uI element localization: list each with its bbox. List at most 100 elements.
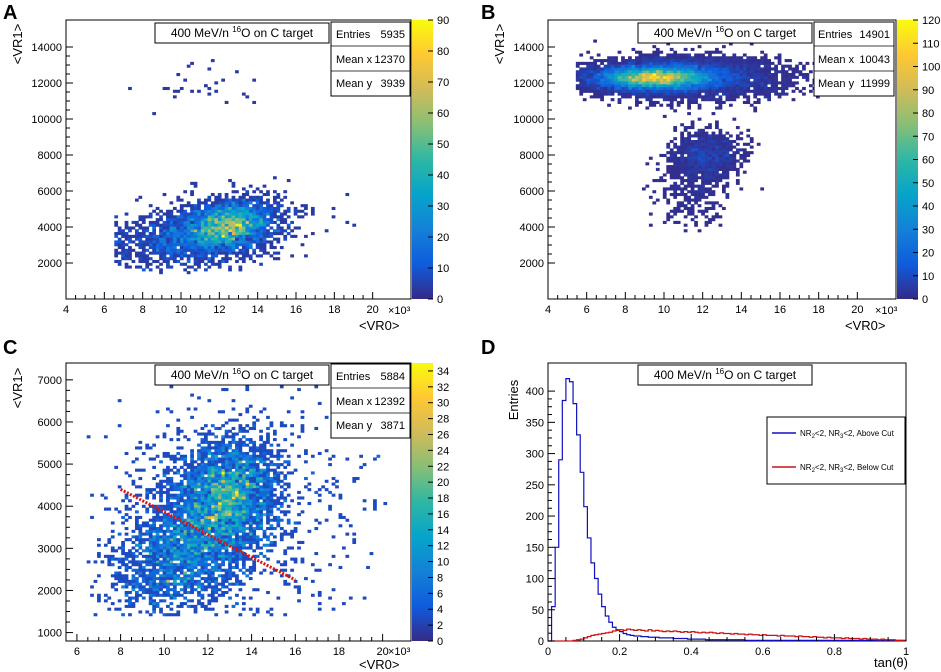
heatmap-cell: [179, 243, 184, 247]
heatmap-cell: [238, 429, 243, 433]
heatmap-cell: [635, 92, 639, 96]
heatmap-cell: [121, 521, 125, 525]
heatmap-cell: [235, 206, 239, 211]
heatmap-cell: [708, 187, 712, 191]
heatmap-cell: [169, 538, 174, 542]
heatmap-cell: [269, 482, 274, 486]
heatmap-cell: [770, 61, 775, 65]
heatmap-cell: [690, 86, 695, 91]
heatmap-cell: [687, 59, 691, 63]
heatmap-cell: [193, 543, 198, 547]
heatmap-cell: [259, 212, 263, 216]
heatmap-cell: [259, 229, 263, 233]
heatmap-cell: [207, 465, 212, 469]
heatmap-cell: [669, 173, 674, 177]
heatmap-cell: [255, 229, 260, 233]
heatmap-cell: [110, 549, 115, 553]
heatmap-cell: [159, 579, 163, 583]
heatmap-cell: [259, 510, 263, 514]
heatmap-cell: [221, 471, 225, 475]
heatmap-cell: [197, 226, 201, 230]
heatmap-cell: [186, 64, 191, 68]
heatmap-cell: [224, 451, 229, 456]
heatmap-cell: [221, 449, 225, 453]
heatmap-cell: [121, 579, 125, 583]
heatmap-cell: [152, 245, 156, 250]
heatmap-cell: [648, 212, 653, 216]
heatmap-cell: [241, 529, 246, 533]
heatmap-cell: [697, 64, 702, 68]
x-tick-label: 10: [658, 304, 670, 316]
heatmap-cell: [711, 50, 716, 54]
heatmap-cell: [193, 465, 198, 469]
heatmap-cell: [718, 61, 723, 65]
heatmap-cell: [155, 557, 160, 561]
heatmap-cell: [293, 579, 298, 583]
heatmap-cell: [690, 187, 695, 191]
heatmap-cell: [186, 527, 191, 531]
heatmap-cell: [701, 184, 705, 188]
heatmap-cell: [221, 574, 225, 578]
heatmap-cell: [652, 64, 657, 68]
heatmap-cell: [207, 479, 212, 483]
heatmap-cell: [687, 179, 691, 183]
heatmap-cell: [673, 92, 678, 96]
heatmap-cell: [172, 504, 177, 508]
heatmap-cell: [190, 243, 194, 247]
heatmap-cell: [245, 468, 250, 472]
heatmap-cell: [760, 92, 765, 96]
heatmap-cell: [331, 554, 336, 558]
heatmap-cell: [124, 223, 129, 227]
heatmap-cell: [152, 602, 156, 606]
heatmap-cell: [255, 234, 260, 238]
heatmap-cell: [186, 552, 191, 556]
heatmap-cell: [159, 504, 163, 508]
heatmap-cell: [190, 524, 194, 528]
heatmap-cell: [648, 75, 653, 79]
x-tick-label: 20: [851, 304, 863, 316]
heatmap-cell: [238, 209, 243, 213]
heatmap-cell: [273, 488, 277, 492]
heatmap-cell: [224, 524, 229, 528]
heatmap-cell: [683, 59, 688, 63]
heatmap-cell: [763, 53, 768, 57]
heatmap-cell: [645, 81, 650, 85]
heatmap-cell: [290, 229, 294, 233]
heatmap-cell: [138, 529, 143, 533]
heatmap-cell: [224, 195, 229, 199]
heatmap-cell: [190, 215, 194, 219]
heatmap-cell: [214, 482, 219, 486]
heatmap-cell: [252, 215, 257, 219]
heatmap-cell: [259, 198, 263, 202]
heatmap-cell: [207, 543, 212, 547]
heatmap-cell: [252, 560, 257, 564]
heatmap-cell: [777, 61, 782, 65]
heatmap-cell: [162, 237, 167, 241]
heatmap-cell: [186, 563, 191, 567]
heatmap-cell: [159, 546, 163, 550]
heatmap-cell: [210, 209, 215, 213]
heatmap-cell: [152, 465, 156, 469]
y-tick-label: 10000: [513, 114, 544, 126]
heatmap-cell: [204, 524, 208, 528]
heatmap-cell: [774, 92, 778, 96]
heatmap-cell: [652, 103, 657, 107]
heatmap-cell: [162, 435, 167, 439]
heatmap-cell: [228, 518, 232, 522]
heatmap-cell: [676, 159, 681, 163]
heatmap-cell: [266, 610, 270, 614]
heatmap-cell: [117, 237, 122, 241]
heatmap-cell: [269, 204, 274, 208]
heatmap-cell: [148, 237, 153, 241]
heatmap-cell: [197, 554, 201, 558]
heatmap-cell: [121, 549, 125, 553]
z-tick-label: 2: [437, 620, 443, 632]
heatmap-cell: [248, 507, 253, 511]
heatmap-cell: [97, 596, 101, 600]
heatmap-cell: [190, 538, 194, 542]
heatmap-cell: [328, 504, 332, 508]
heatmap-cell: [697, 61, 702, 65]
heatmap-cell: [255, 465, 260, 469]
heatmap-cell: [210, 504, 215, 508]
